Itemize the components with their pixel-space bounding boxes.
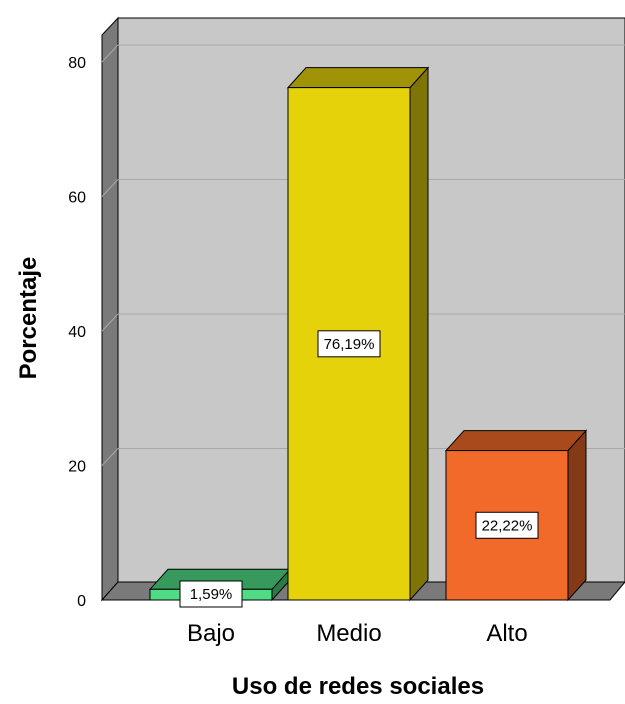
- chart-left-wall: [101, 16, 119, 602]
- data-label-box: [475, 511, 539, 539]
- y-tick-label: 60: [68, 190, 86, 207]
- bars: 1,59% 76,19% 22,22%: [148, 66, 588, 608]
- gridline-side: [101, 44, 119, 63]
- y-tick-label: 40: [68, 324, 86, 341]
- data-label: 76,19%: [324, 336, 375, 353]
- x-tick-label: Alto: [486, 620, 527, 647]
- gridline-side: [101, 313, 119, 332]
- x-axis-ticks: Bajo Medio Alto: [187, 620, 528, 647]
- data-label: 1,59%: [190, 586, 233, 603]
- gridline-side: [101, 179, 119, 197]
- gridline-side: [101, 448, 119, 466]
- x-tick-label: Medio: [316, 620, 381, 647]
- y-axis-ticks: 0 20 40 60 80: [68, 55, 86, 610]
- bar-side-face: [567, 429, 587, 602]
- bar-medio: [286, 66, 430, 602]
- x-tick-label: Bajo: [187, 620, 235, 647]
- y-tick-label: 80: [68, 55, 86, 72]
- y-tick-label: 20: [68, 459, 86, 476]
- x-axis-title: Uso de redes sociales: [232, 673, 484, 700]
- bar-side-face: [409, 66, 429, 602]
- bar-top-face: [286, 67, 430, 89]
- y-tick-label: 0: [77, 593, 86, 610]
- y-axis-title: Porcentaje: [15, 257, 42, 380]
- bar-top-face: [444, 430, 588, 452]
- data-label: 22,22%: [482, 517, 533, 534]
- data-label-box: [317, 330, 381, 358]
- data-label-box: [179, 580, 243, 608]
